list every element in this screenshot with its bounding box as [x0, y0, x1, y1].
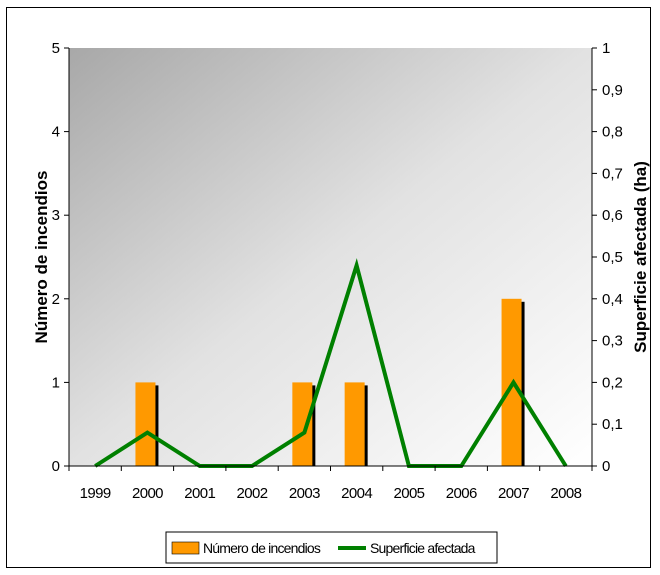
y-tick-label-0: 0 [52, 458, 60, 475]
legend-swatch-bars [171, 541, 200, 555]
x-tick-label-2007: 2007 [498, 485, 529, 502]
x-tick-label-2000: 2000 [132, 485, 163, 502]
x-tick-label-1999: 1999 [80, 485, 111, 502]
y2-tick-label-8: 0,8 [602, 124, 623, 141]
x-tick-label-2003: 2003 [289, 485, 320, 502]
legend-label-line: Superficie afectada [370, 540, 476, 556]
y-tick-label-3: 3 [52, 207, 60, 224]
y-tick-label-2: 2 [52, 291, 60, 308]
x-tick-label-2002: 2002 [237, 485, 268, 502]
y2-tick-label-0: 0 [602, 458, 610, 475]
y2-tick-label-3: 0,3 [602, 333, 623, 350]
x-tick-label-2005: 2005 [393, 485, 424, 502]
y2-tick-label-7: 0,7 [602, 165, 623, 182]
y-tick-label-4: 4 [52, 124, 60, 141]
legend: Número de incendios Superficie afectada [165, 531, 498, 564]
legend-label-bars: Número de incendios [203, 540, 321, 556]
x-tick-label-2001: 2001 [184, 485, 215, 502]
y-tick-label-1: 1 [52, 374, 60, 391]
bar-2003 [292, 382, 313, 466]
x-tick-label-2004: 2004 [341, 485, 372, 502]
line-layer [94, 258, 568, 468]
x-tick-label-2008: 2008 [550, 485, 581, 502]
y2-tick-label-10: 1 [602, 40, 610, 57]
y2-tick-label-5: 0,5 [602, 249, 623, 266]
y2-tick-label-4: 0,4 [602, 291, 623, 308]
y2-tick-label-6: 0,6 [602, 207, 623, 224]
bar-2004 [344, 382, 365, 466]
ticks-layer: 0 1 2 3 4 5 0 0,1 0,2 0,3 0,4 0,5 0,6 0,7 0,8 0,9 1 1999 2… [52, 40, 623, 502]
bar-2000 [135, 382, 156, 466]
axes-layer [64, 47, 597, 471]
y2-tick-label-1: 0,1 [602, 416, 623, 433]
y-axis-title: Número de incendios [32, 171, 51, 344]
y-tick-label-5: 5 [52, 40, 60, 57]
y2-tick-label-2: 0,2 [602, 374, 623, 391]
x-tick-label-2006: 2006 [446, 485, 477, 502]
line-superficie [94, 258, 568, 468]
y2-tick-label-9: 0,9 [602, 82, 623, 99]
legend-box [165, 531, 498, 564]
y2-axis-title: Superficie afectada (ha) [631, 161, 650, 353]
